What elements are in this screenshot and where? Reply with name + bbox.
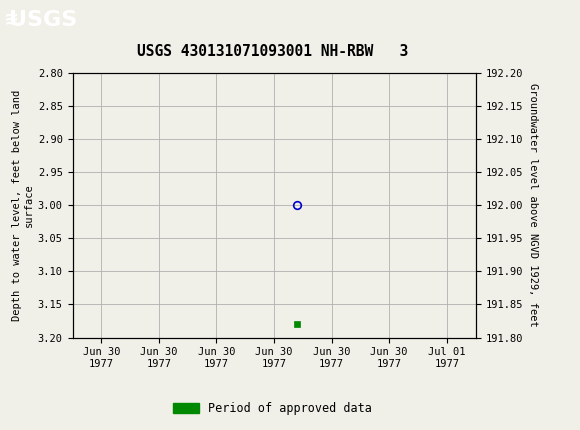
Text: USGS 430131071093001 NH-RBW   3: USGS 430131071093001 NH-RBW 3: [137, 44, 408, 59]
Legend: Period of approved data: Period of approved data: [168, 397, 377, 420]
Text: USGS: USGS: [9, 10, 77, 31]
Text: ≋: ≋: [3, 11, 18, 29]
Y-axis label: Groundwater level above NGVD 1929, feet: Groundwater level above NGVD 1929, feet: [528, 83, 538, 327]
Y-axis label: Depth to water level, feet below land
surface: Depth to water level, feet below land su…: [12, 90, 34, 321]
